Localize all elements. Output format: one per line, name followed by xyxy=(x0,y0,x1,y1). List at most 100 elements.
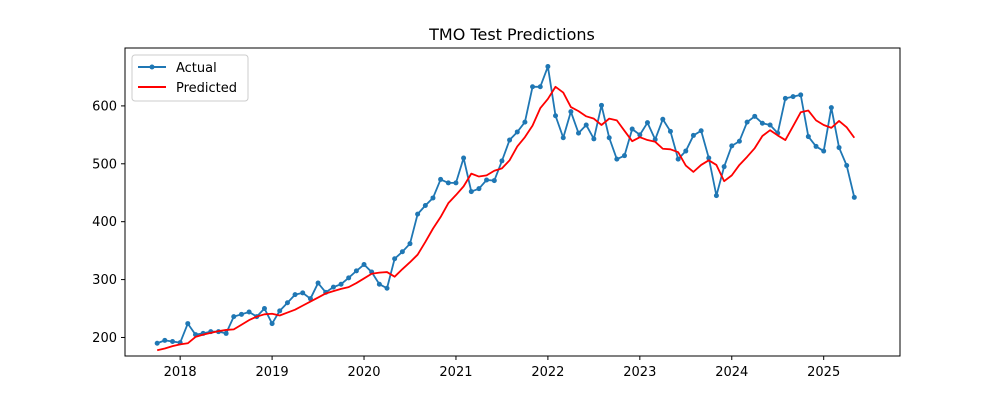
y-tick-label: 300 xyxy=(92,273,117,288)
data-point-actual xyxy=(453,180,459,186)
chart-title: TMO Test Predictions xyxy=(428,25,595,44)
data-point-actual xyxy=(675,156,681,162)
data-point-actual xyxy=(530,84,536,90)
data-point-actual xyxy=(621,153,627,159)
x-tick-label: 2020 xyxy=(347,365,380,380)
data-point-actual xyxy=(782,95,788,101)
data-point-actual xyxy=(246,309,252,315)
data-point-actual xyxy=(828,105,834,111)
data-point-actual xyxy=(231,314,237,320)
series-line-predicted xyxy=(156,85,856,352)
data-point-actual xyxy=(338,281,344,287)
data-point-actual xyxy=(591,136,597,142)
data-point-actual xyxy=(767,122,773,128)
data-point-actual xyxy=(706,155,712,161)
data-point-actual xyxy=(752,113,758,119)
data-point-actual xyxy=(330,284,336,290)
data-point-actual xyxy=(361,262,367,268)
data-point-actual xyxy=(583,122,589,128)
data-point-actual xyxy=(468,189,474,195)
data-point-actual xyxy=(836,145,842,151)
legend: Actual Predicted xyxy=(131,54,249,102)
y-axis: 200 300 400 500 600 xyxy=(92,99,125,346)
data-point-actual xyxy=(537,84,543,90)
x-tick-label: 2025 xyxy=(807,365,840,380)
data-point-actual xyxy=(162,337,168,343)
data-point-actual xyxy=(598,102,604,108)
legend-label-predicted: Predicted xyxy=(176,81,237,96)
legend-marker-actual xyxy=(149,64,155,70)
data-point-actual xyxy=(376,281,382,287)
plot-frame xyxy=(124,47,901,357)
data-point-actual xyxy=(713,193,719,199)
data-point-actual xyxy=(576,130,582,136)
y-tick-label: 600 xyxy=(92,99,117,114)
data-point-actual xyxy=(384,285,390,291)
data-point-actual xyxy=(798,92,804,98)
data-point-actual xyxy=(154,340,160,346)
data-point-actual xyxy=(284,300,290,306)
x-tick-label: 2019 xyxy=(256,365,289,380)
data-point-actual xyxy=(261,306,267,312)
data-point-actual xyxy=(736,138,742,144)
x-tick-label: 2021 xyxy=(439,365,472,380)
y-tick-label: 500 xyxy=(92,157,117,172)
data-point-actual xyxy=(238,311,244,317)
plot-area xyxy=(154,64,857,352)
data-point-actual xyxy=(759,120,765,126)
y-tick-label: 200 xyxy=(92,331,117,346)
data-point-actual xyxy=(315,280,321,286)
data-point-actual xyxy=(499,158,505,164)
data-point-actual xyxy=(438,176,444,182)
x-tick-label: 2022 xyxy=(531,365,564,380)
x-tick-label: 2018 xyxy=(164,365,197,380)
x-axis: 2018 2019 2020 2021 2022 2023 2024 2025 xyxy=(164,356,840,380)
data-point-actual xyxy=(644,120,650,126)
x-tick-label: 2024 xyxy=(715,365,748,380)
legend-label-actual: Actual xyxy=(176,61,217,76)
data-point-actual xyxy=(813,143,819,149)
data-point-actual xyxy=(430,195,436,201)
data-point-actual xyxy=(277,308,283,314)
data-point-actual xyxy=(422,202,428,208)
data-point-actual xyxy=(507,137,513,143)
data-point-actual xyxy=(223,330,229,336)
data-point-actual xyxy=(568,109,574,115)
data-point-actual xyxy=(461,155,467,161)
data-point-actual xyxy=(292,292,298,298)
data-point-actual xyxy=(353,268,359,274)
data-point-actual xyxy=(484,177,490,183)
data-point-actual xyxy=(660,116,666,122)
data-point-actual xyxy=(491,178,497,184)
data-point-actual xyxy=(269,321,275,327)
data-point-actual xyxy=(821,148,827,154)
data-point-actual xyxy=(606,135,612,141)
y-tick-label: 400 xyxy=(92,215,117,230)
data-point-actual xyxy=(614,156,620,162)
data-point-actual xyxy=(844,163,850,169)
data-point-actual xyxy=(522,119,528,125)
data-point-actual xyxy=(476,186,482,192)
data-point-actual xyxy=(667,128,673,134)
data-point-actual xyxy=(560,135,566,141)
data-point-actual xyxy=(392,256,398,262)
data-point-actual xyxy=(698,128,704,134)
data-point-actual xyxy=(805,134,811,140)
data-point-actual xyxy=(629,126,635,132)
data-point-actual xyxy=(346,275,352,281)
data-point-actual xyxy=(399,249,405,255)
data-point-actual xyxy=(683,148,689,154)
data-point-actual xyxy=(185,321,191,327)
data-point-actual xyxy=(690,132,696,138)
data-point-actual xyxy=(637,132,643,138)
data-point-actual xyxy=(300,290,306,296)
data-point-actual xyxy=(851,194,857,200)
data-point-actual xyxy=(729,143,735,149)
data-point-actual xyxy=(790,94,796,100)
data-point-actual xyxy=(415,211,421,217)
data-point-actual xyxy=(407,241,413,247)
data-point-actual xyxy=(545,64,551,70)
data-point-actual xyxy=(514,129,520,135)
x-tick-label: 2023 xyxy=(623,365,656,380)
